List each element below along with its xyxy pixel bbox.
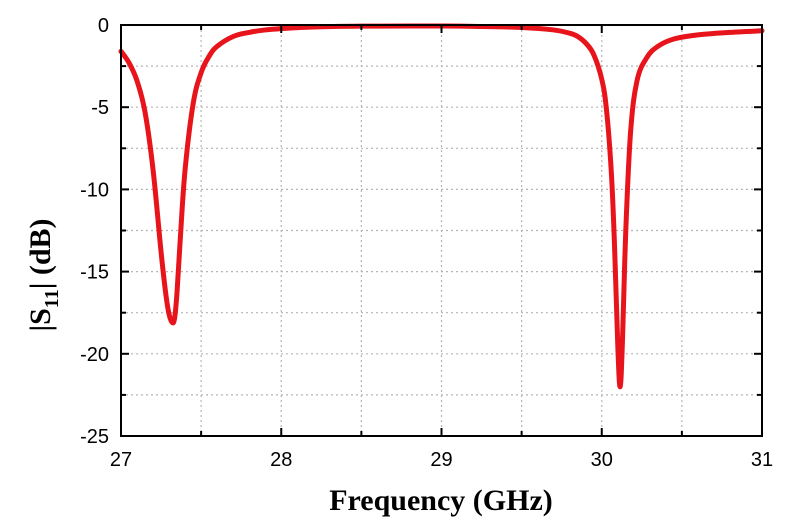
- x-axis-title: Frequency (GHz): [329, 484, 553, 517]
- y-tick-label: -10: [80, 179, 109, 201]
- y-tick-label: -15: [80, 262, 109, 284]
- x-tick-label: 30: [591, 449, 613, 471]
- axis-ticks: [120, 24, 763, 437]
- y-axis-title: |S11| (dB): [24, 219, 63, 332]
- x-tick-labels: 27 28 29 30 31: [110, 449, 773, 471]
- y-tick-label: -25: [80, 426, 109, 448]
- x-tick-label: 31: [751, 449, 773, 471]
- x-tick-label: 28: [270, 449, 292, 471]
- y-tick-labels: 0 -5 -10 -15 -20 -25: [80, 15, 109, 448]
- grid-lines: [121, 25, 762, 436]
- x-tick-label: 27: [110, 449, 132, 471]
- y-tick-label: -5: [91, 97, 109, 119]
- x-tick-label: 29: [430, 449, 452, 471]
- y-tick-label: -20: [80, 344, 109, 366]
- y-tick-label: 0: [98, 15, 109, 37]
